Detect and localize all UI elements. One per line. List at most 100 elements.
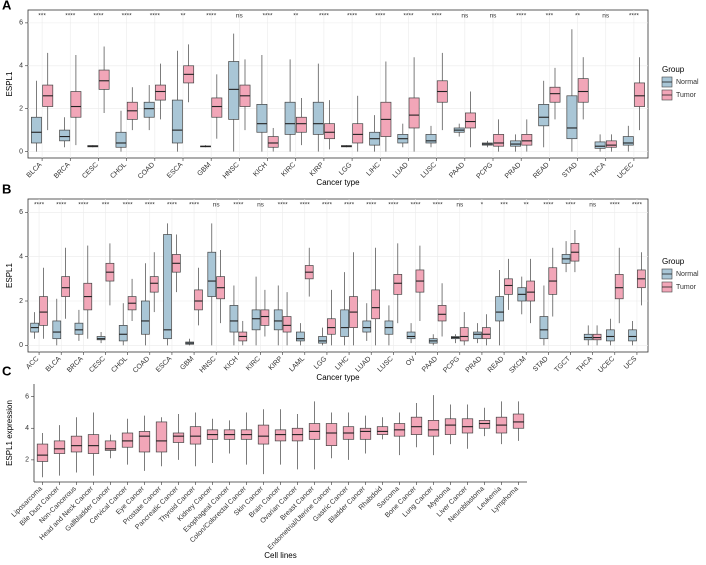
significance-label: ****	[300, 202, 311, 209]
significance-label: ****	[388, 202, 399, 209]
significance-label: ****	[123, 202, 134, 209]
box	[138, 431, 151, 453]
x-tick-label: LUAD	[392, 161, 410, 179]
legend-label: Tumor	[676, 284, 697, 291]
y-tick-label: 2	[19, 106, 23, 113]
x-tick-label: CHOL	[109, 161, 128, 180]
x-tick-label: TGCT	[553, 355, 572, 374]
significance-label: **	[524, 202, 530, 209]
y-tick-label: 0	[19, 342, 23, 349]
x-tick-label: SKCM	[508, 355, 527, 374]
box	[274, 429, 287, 442]
x-tick-label: ESCA	[155, 355, 174, 374]
x-tick-label: BLCA	[45, 355, 63, 373]
x-tick-label: PAAD	[448, 161, 466, 179]
box	[495, 296, 504, 322]
x-tick-label: PAAD	[421, 355, 439, 373]
box	[538, 104, 550, 127]
x-tick-label: COAD	[132, 355, 151, 374]
x-tick-label: KIRC	[245, 355, 262, 372]
x-tick-label: BRCA	[53, 161, 72, 180]
significance-label: ***	[102, 202, 110, 209]
significance-label: ****	[122, 13, 133, 20]
x-tick-label: STAD	[532, 355, 550, 373]
x-tick-label: STAD	[561, 161, 579, 179]
box	[592, 333, 602, 341]
box	[59, 129, 71, 142]
box	[521, 134, 533, 146]
significance-label: ****	[319, 13, 330, 20]
x-tick-label: LIHC	[365, 161, 381, 177]
box	[207, 251, 217, 297]
x-tick-label: PCPG	[475, 161, 494, 180]
x-tick-label: KICH	[223, 355, 240, 372]
box	[194, 289, 203, 311]
box	[594, 141, 606, 149]
significance-label: ****	[145, 202, 156, 209]
box	[406, 331, 416, 340]
significance-label: ***	[38, 13, 46, 20]
box	[171, 99, 183, 144]
y-axis-label: ESPL1	[5, 262, 14, 287]
y-tick-label: 6	[19, 209, 23, 216]
significance-label: ****	[206, 13, 217, 20]
x-tick-label: OV	[405, 355, 417, 367]
box	[70, 435, 83, 453]
x-tick-label: UCS	[623, 355, 639, 371]
box	[312, 101, 324, 135]
panel-label: A	[2, 0, 12, 12]
box	[362, 320, 372, 333]
box	[549, 86, 561, 103]
box	[282, 316, 292, 333]
significance-label: ***	[546, 13, 554, 20]
significance-label: ***	[500, 202, 508, 209]
panel-label: C	[2, 363, 12, 378]
y-tick-label: 4	[25, 425, 29, 432]
x-tick-label: LIHC	[334, 355, 350, 371]
box	[155, 421, 168, 453]
box	[121, 432, 134, 448]
box	[257, 424, 270, 445]
x-tick-label: PCPG	[442, 355, 461, 374]
box	[352, 123, 364, 144]
panel-label: B	[2, 181, 11, 196]
box	[566, 95, 578, 140]
x-axis-label: Cancer type	[316, 178, 360, 187]
significance-label: ****	[150, 13, 161, 20]
x-tick-label: COAD	[137, 161, 156, 180]
x-tick-label: HNSC	[199, 355, 218, 374]
box	[427, 420, 440, 437]
significance-label: ****	[78, 202, 89, 209]
box	[408, 97, 420, 129]
box	[425, 134, 437, 144]
significance-label: ns	[490, 13, 498, 20]
box	[211, 97, 223, 118]
x-tick-label: CESC	[88, 355, 107, 374]
significance-label: ****	[322, 202, 333, 209]
x-tick-label: PRAD	[465, 355, 484, 374]
box	[284, 101, 296, 135]
box	[324, 123, 335, 140]
box	[163, 234, 172, 340]
x-tick-label: UCEC	[597, 355, 616, 374]
box	[478, 420, 491, 429]
x-tick-label: ACC	[25, 355, 40, 370]
significance-label: ns	[236, 13, 244, 20]
significance-label: ****	[34, 202, 45, 209]
box	[149, 276, 159, 293]
box	[98, 69, 110, 90]
significance-label: **	[293, 13, 299, 20]
box	[371, 289, 380, 320]
x-tick-label: KICH	[252, 161, 269, 178]
x-tick-label: READ	[487, 355, 506, 374]
y-tick-label: 4	[19, 63, 23, 70]
x-tick-label: BLCA	[26, 161, 44, 179]
y-axis-label: ESPL1	[5, 71, 14, 96]
box	[606, 329, 615, 342]
box	[577, 78, 589, 103]
y-tick-label: 6	[19, 20, 23, 27]
box	[115, 131, 127, 148]
box	[325, 423, 338, 446]
significance-label: ****	[432, 13, 443, 20]
